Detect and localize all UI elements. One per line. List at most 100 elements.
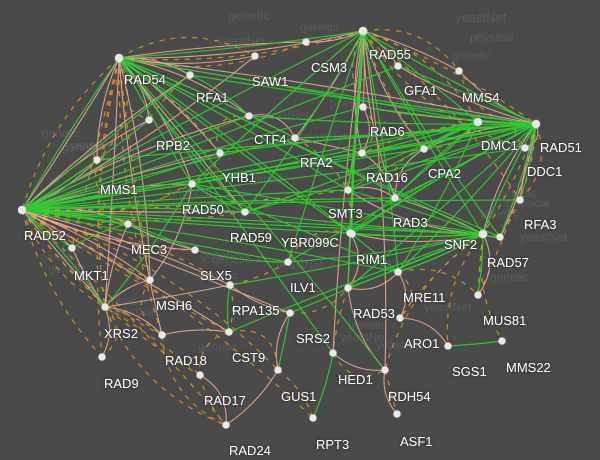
network-node-hed1[interactable] <box>329 349 337 357</box>
network-node-rad6[interactable] <box>359 103 367 111</box>
network-node-rpb2[interactable] <box>145 116 153 124</box>
network-node-mkt1[interactable] <box>68 244 76 252</box>
edge-physical <box>347 287 386 371</box>
edge-coexpression <box>347 123 537 191</box>
edge-coexpression <box>21 209 129 225</box>
edge-coexpression <box>244 121 479 213</box>
network-node-snf2[interactable] <box>479 230 487 238</box>
edge-coexpression <box>21 209 399 273</box>
edge-coexpression <box>21 115 250 211</box>
network-node-rfa1[interactable] <box>186 71 194 79</box>
edge-coexpression <box>21 147 526 211</box>
network-node-rad3[interactable] <box>391 194 399 202</box>
network-node-sgs1[interactable] <box>444 342 452 350</box>
edge-physical <box>397 65 537 125</box>
network-node-xrs2[interactable] <box>101 303 109 311</box>
edge-genetic <box>148 74 191 121</box>
edge-physical <box>294 137 363 154</box>
edge-physical <box>21 209 291 314</box>
edge-genetic <box>21 209 106 308</box>
edge-coexpression <box>244 211 484 235</box>
edge-physical <box>118 57 250 117</box>
edge-physical <box>104 284 231 308</box>
network-node-gus1[interactable] <box>274 366 282 374</box>
edge-genetic <box>477 123 537 296</box>
network-node-srs2[interactable] <box>286 309 294 317</box>
edge-physical <box>118 57 246 213</box>
edge-genetic <box>118 36 256 59</box>
edge-coexpression <box>189 74 250 117</box>
edge-coexpression <box>349 30 364 234</box>
edge-genetic <box>71 57 120 249</box>
network-node-rad17[interactable] <box>196 371 204 379</box>
network-node-cst9[interactable] <box>225 328 233 336</box>
network-node-rad51[interactable] <box>532 120 540 128</box>
edge-coexpression <box>21 121 479 211</box>
network-node-rad16[interactable] <box>358 149 366 157</box>
edge-coexpression <box>362 30 479 123</box>
network-node-slx5[interactable] <box>191 246 199 254</box>
network-node-rfa3[interactable] <box>516 196 524 204</box>
edge-physical <box>482 123 537 235</box>
edge-coexpression <box>361 123 537 154</box>
network-node-rdh54[interactable] <box>381 366 389 374</box>
network-node-smt3[interactable] <box>344 186 352 194</box>
network-node-gfa1[interactable] <box>394 62 402 70</box>
network-node-dmc1[interactable] <box>474 118 482 126</box>
network-node-ddc1[interactable] <box>521 144 529 152</box>
network-node-rad50[interactable] <box>188 180 196 188</box>
network-node-rad55[interactable] <box>359 27 367 35</box>
network-node-rad18[interactable] <box>158 331 166 339</box>
network-node-aro1[interactable] <box>396 314 404 322</box>
edge-coexpression <box>118 57 351 234</box>
network-node-msh6[interactable] <box>146 276 154 284</box>
network-node-rad59[interactable] <box>241 208 249 216</box>
network-node-mre11[interactable] <box>394 268 402 276</box>
network-node-csm3[interactable] <box>302 38 310 46</box>
edge-coexpression <box>21 209 73 249</box>
edge-coexpression <box>21 209 289 263</box>
network-node-asf1[interactable] <box>393 410 401 418</box>
edge-genetic <box>98 57 120 308</box>
edge-coexpression <box>312 352 334 419</box>
network-node-ctf4[interactable] <box>245 112 253 120</box>
network-node-mus81[interactable] <box>474 291 482 299</box>
network-node-rfa2[interactable] <box>291 134 299 142</box>
edge-coexpression <box>118 57 296 139</box>
network-node-cpa2[interactable] <box>420 145 428 153</box>
edge-coexpression <box>394 121 479 199</box>
edge-physical <box>275 312 291 371</box>
edge-genetic <box>397 271 412 319</box>
network-node-rad24[interactable] <box>222 421 230 429</box>
network-node-rad54[interactable] <box>115 54 123 62</box>
edge-coexpression <box>194 249 289 263</box>
network-node-rad57[interactable] <box>496 233 504 241</box>
edge-physical <box>332 352 386 371</box>
network-node-yhb1[interactable] <box>216 149 224 157</box>
network-node-saw1[interactable] <box>251 52 259 60</box>
network-node-rad53[interactable] <box>344 284 352 292</box>
network-node-mms22[interactable] <box>498 337 506 345</box>
edge-coexpression <box>477 233 484 296</box>
network-node-mms4[interactable] <box>455 67 463 75</box>
edge-coexpression <box>21 209 501 238</box>
edge-genetic <box>289 287 349 314</box>
network-node-rad52[interactable] <box>18 206 26 214</box>
network-node-mec3[interactable] <box>124 220 132 228</box>
network-node-rpa135[interactable] <box>226 281 234 289</box>
edge-coexpression <box>347 121 479 191</box>
network-node-rpt3[interactable] <box>309 414 317 422</box>
edge-physical <box>21 74 191 211</box>
edge-coexpression <box>362 30 537 125</box>
edge-coexpression <box>287 233 484 263</box>
edge-genetic <box>118 30 364 61</box>
edge-physical <box>118 41 307 59</box>
network-node-mms1[interactable] <box>93 156 101 164</box>
network-node-rad9[interactable] <box>98 353 106 361</box>
network-node-rim1[interactable] <box>346 229 354 237</box>
edge-physical <box>21 209 106 308</box>
edge-coexpression <box>191 30 364 185</box>
network-node-ilv1[interactable] <box>284 258 292 266</box>
edge-physical <box>104 306 163 336</box>
